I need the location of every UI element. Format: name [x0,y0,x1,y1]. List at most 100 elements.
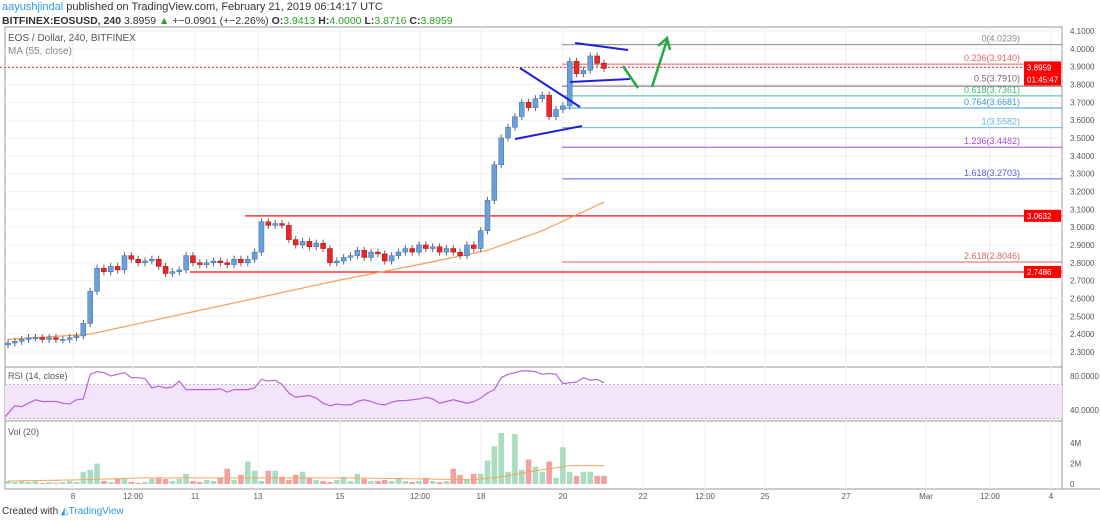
volume-bar [244,461,251,484]
candle [60,339,66,341]
fib-level-label: 0(4.0239) [981,34,1020,44]
volume-bar [327,481,333,484]
volume-bar [484,460,491,484]
candle [197,262,203,265]
volume-bar [512,434,518,484]
candle [416,244,422,253]
green-arrow-up [650,39,669,88]
candle [436,246,443,253]
volume-bar [121,477,128,484]
volume-bar [580,471,587,484]
high-value: 4.0000 [329,15,362,27]
volume-bar [518,469,525,484]
candle [594,55,600,64]
candle [114,266,121,271]
candle [251,251,258,260]
candle [450,248,456,253]
candle [512,116,518,128]
volume-bar [94,463,100,484]
volume-bar [381,479,388,484]
candle [183,255,189,271]
x-tick-label: Mar [919,492,933,501]
volume-bar [292,474,299,484]
candle [299,241,306,246]
arrow-head-icon [657,35,672,51]
candle [382,253,388,262]
volume-bar [566,471,573,484]
created-with: Created with [2,506,59,517]
y-tick-label: 3.1000 [1070,205,1095,214]
candle [149,258,155,262]
volume-bar [436,481,443,484]
candle [313,242,319,247]
candle [25,337,32,340]
candle [18,339,25,342]
open-label: O: [271,15,284,27]
candle [73,335,80,338]
x-tick-label: 15 [336,492,345,501]
open-value: 3.9413 [283,15,316,27]
x-tick-label: 18 [477,492,486,501]
low-value: 3.8716 [374,15,407,27]
publish-info: aayushjindal published on TradingView.co… [2,1,383,13]
author-link[interactable]: aayushjindal [2,1,64,13]
candle [560,105,566,110]
volume-bar [601,475,607,484]
volume-bar [217,477,224,484]
candle [566,61,573,107]
trendline [569,78,631,83]
x-tick-label: 22 [639,492,648,501]
volume-bar [73,481,80,484]
volume-bar [149,478,155,484]
vol-legend: Vol (20) [8,427,40,437]
trendline [574,42,629,51]
candle [580,69,587,75]
fib-level-label: 2.618(2.8046) [964,251,1020,261]
volume-bar [25,481,32,484]
volume-bar [347,480,354,484]
candle [292,239,299,246]
volume-bar [176,478,183,484]
candle [176,269,182,272]
y-tick-label: 2.5000 [1070,312,1095,321]
price-badge [1024,265,1061,278]
x-tick-label: 12:00 [695,492,716,501]
price-badge [1024,73,1061,86]
volume-bar [155,477,162,484]
volume-bar [142,481,148,484]
x-tick-label: 13 [254,492,263,501]
volume-bar [190,480,196,484]
last-price: 3.8959 [123,15,157,27]
price-badge-label: 2.7486 [1027,268,1052,277]
candle [320,242,326,249]
price-badge [1024,209,1061,222]
volume-bar [224,468,230,484]
candle [210,260,217,264]
y-tick-label: 3.2000 [1070,187,1095,196]
candle [546,94,552,117]
candle [101,267,107,272]
candle [128,255,135,260]
fib-level-label: 1.618(3.2703) [964,168,1020,178]
candle [532,98,539,108]
x-tick-label: 25 [761,492,770,501]
volume-bar [101,480,107,484]
candle [190,255,196,264]
up-triangle-icon: ▲ [159,15,170,27]
candle [354,250,361,256]
volume-bar [12,481,18,484]
fib-level-label: 0.764(3.6681) [964,97,1020,107]
volume-bar [313,479,320,484]
volume-bar [560,447,566,484]
volume-bar [210,480,217,484]
rsi-tick-label: 40.0000 [1070,406,1099,415]
x-tick-label: 27 [842,492,851,501]
volume-ma-line [7,465,604,482]
volume-bar [587,471,594,484]
candle [327,248,333,264]
candle [203,262,210,265]
tradingview-link[interactable]: TradingView [68,506,124,517]
fib-level-label: 0.5(3.7910) [974,73,1020,83]
candle [5,342,11,346]
